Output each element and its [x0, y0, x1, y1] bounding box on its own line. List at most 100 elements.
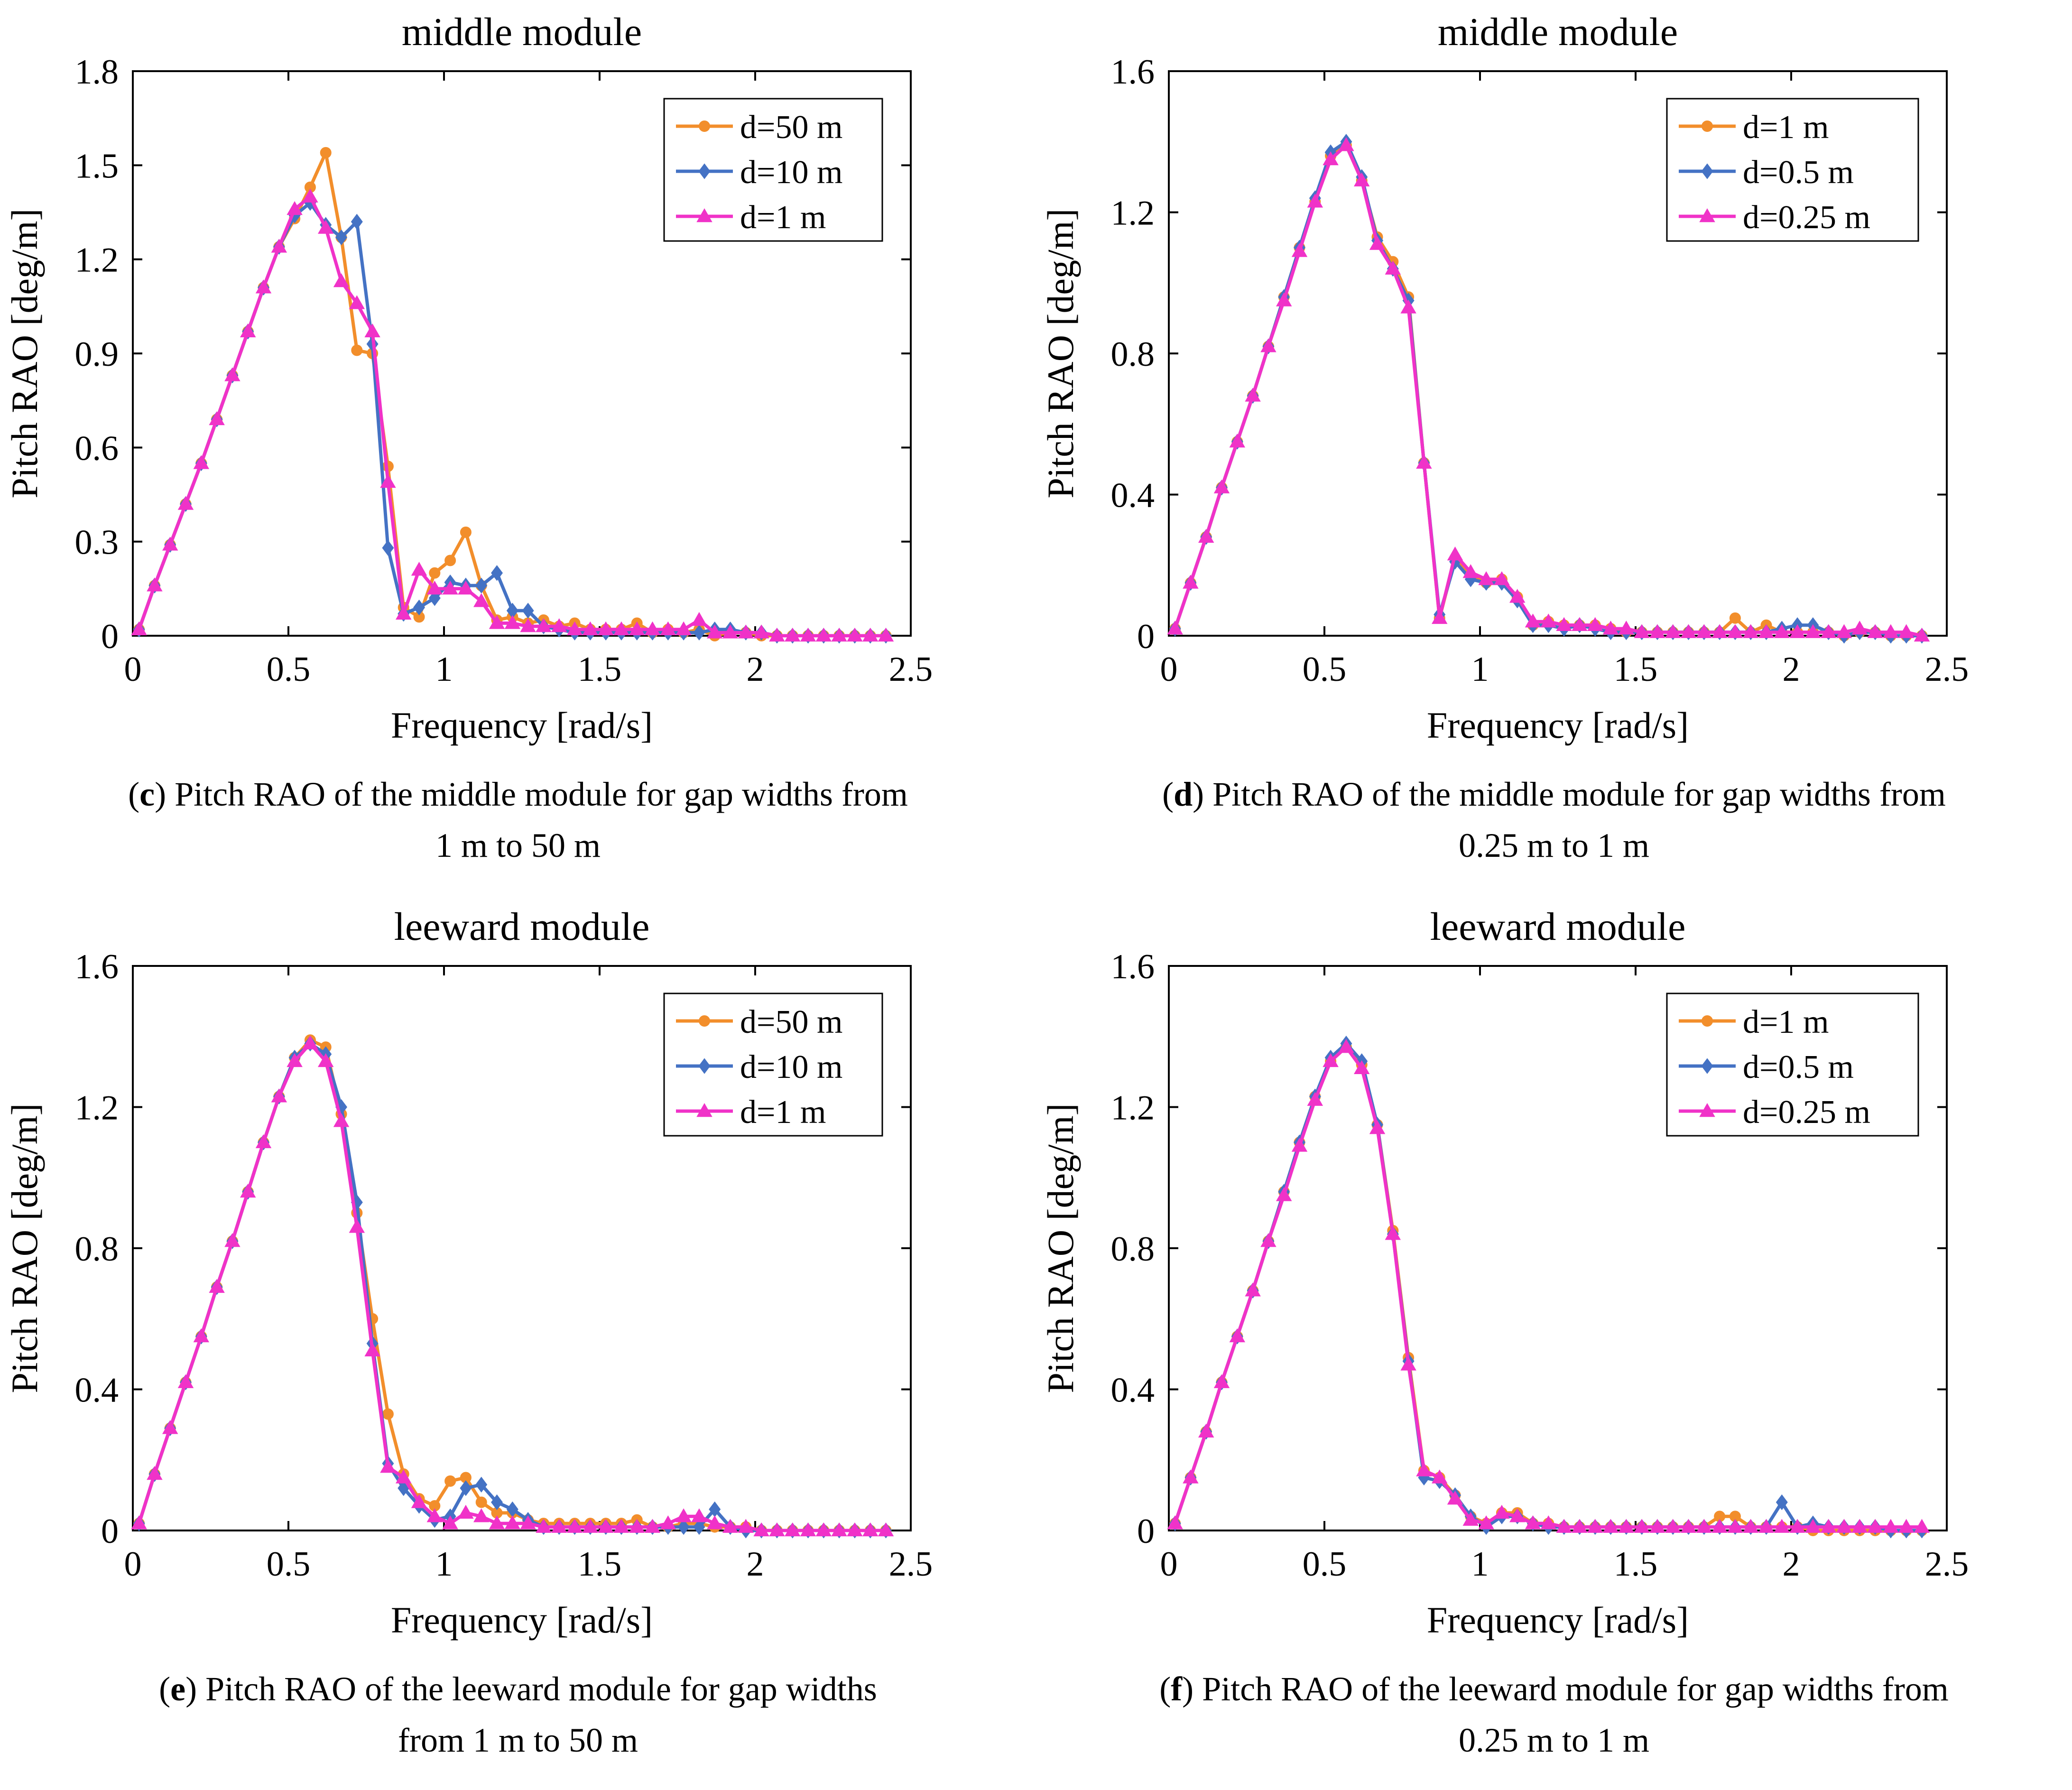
legend-item-d-0-25-m: d=0.25 m: [1679, 199, 1870, 236]
data-point-triangle: [1400, 299, 1416, 314]
data-point-circle: [444, 555, 456, 566]
chart-leeward-module-e: leeward module 0 0.5 1 1.5 2 2.5 0 0.4 0.8 1.2 1.6 F…: [4, 905, 933, 1641]
data-point-circle: [320, 147, 332, 158]
y-tick-label: 0: [1137, 1512, 1155, 1551]
data-point-triangle: [489, 615, 505, 629]
legend: d=1 m d=0.5 m d=0.25 m: [1666, 98, 1919, 242]
data-point-triangle: [1602, 621, 1619, 635]
data-point-triangle: [1820, 1519, 1837, 1533]
data-point-triangle: [536, 618, 552, 632]
y-tick-label: 0.6: [75, 429, 119, 468]
data-point-triangle: [1245, 388, 1261, 402]
data-point-triangle: [1758, 1519, 1775, 1533]
data-point-triangle: [1820, 624, 1837, 638]
data-point-triangle: [1478, 571, 1494, 585]
data-point-triangle: [240, 323, 256, 337]
data-point-diamond: [1701, 1058, 1713, 1074]
data-point-triangle: [1213, 479, 1230, 493]
series-d-1-m: [131, 188, 894, 642]
data-point-triangle: [847, 1522, 863, 1537]
data-point-triangle: [1618, 1519, 1635, 1533]
data-point-triangle: [831, 1522, 847, 1537]
series-line: [137, 195, 886, 638]
data-point-triangle: [1898, 1519, 1915, 1533]
data-point-triangle: [1711, 624, 1728, 638]
data-point-triangle: [1774, 1519, 1790, 1533]
data-point-triangle: [1634, 624, 1650, 638]
caption-line2: 0.25 m to 1 m: [1458, 826, 1649, 864]
x-tick-label: 2: [747, 1545, 764, 1584]
data-point-triangle: [1805, 624, 1821, 638]
data-point-triangle: [317, 1053, 334, 1067]
y-tick-label: 0.9: [75, 335, 119, 374]
data-point-triangle: [1649, 1519, 1665, 1533]
data-point-triangle: [1618, 621, 1635, 635]
data-point-triangle: [1260, 1233, 1276, 1247]
chart-leeward-module-f: leeward module 0 0.5 1 1.5 2 2.5 0 0.4 0.8 1.2 1.6 F…: [1040, 905, 1969, 1641]
data-point-triangle: [1291, 243, 1308, 257]
data-point-triangle: [582, 1519, 599, 1533]
caption-text: Pitch RAO of the middle module for gap w…: [1204, 775, 1946, 813]
data-point-triangle: [224, 1233, 240, 1247]
x-tick-label: 2: [747, 650, 764, 689]
legend: d=50 m d=10 m d=1 m: [663, 992, 883, 1137]
data-point-triangle: [1494, 1504, 1510, 1519]
data-point-triangle: [1167, 621, 1183, 635]
data-point-triangle: [1883, 624, 1899, 638]
data-point-circle: [444, 1475, 456, 1487]
data-point-triangle: [1385, 260, 1401, 275]
data-point-triangle: [831, 627, 847, 642]
data-point-triangle: [1789, 624, 1805, 638]
data-point-triangle: [862, 627, 879, 642]
data-point-triangle: [224, 367, 240, 381]
legend-item-d-1-m: d=1 m: [1679, 109, 1829, 146]
legend-label: d=50 m: [740, 109, 842, 146]
data-point-triangle: [1447, 1491, 1463, 1505]
data-point-triangle: [1727, 1519, 1743, 1533]
data-point-triangle: [1665, 1519, 1681, 1533]
data-point-triangle: [1509, 589, 1526, 603]
data-point-triangle: [1742, 624, 1759, 638]
x-axis-label: Frequency [rad/s]: [391, 705, 653, 746]
data-point-triangle: [1572, 1519, 1588, 1533]
data-point-triangle: [473, 1508, 490, 1522]
data-point-triangle: [1836, 1519, 1852, 1533]
data-point-triangle: [1416, 1462, 1432, 1476]
y-tick-label: 1.2: [1111, 1089, 1155, 1128]
data-point-triangle: [706, 624, 723, 639]
data-point-circle: [699, 121, 710, 132]
data-point-triangle: [1649, 624, 1665, 638]
legend-label: d=1 m: [740, 199, 826, 236]
x-tick-label: 1.5: [1614, 650, 1658, 689]
x-tick-label: 1.5: [578, 650, 622, 689]
data-point-triangle: [147, 577, 163, 592]
data-point-triangle: [1276, 1187, 1292, 1201]
y-tick-label: 1.5: [75, 147, 119, 185]
caption-line2: 0.25 m to 1 m: [1458, 1721, 1649, 1759]
data-point-triangle: [147, 1465, 163, 1480]
data-point-triangle: [1572, 617, 1588, 631]
data-point-triangle: [1680, 1519, 1697, 1533]
data-point-triangle: [1183, 575, 1199, 589]
y-tick-label: 1.8: [75, 53, 119, 92]
y-tick-label: 1.6: [75, 947, 119, 986]
data-point-circle: [460, 526, 472, 538]
data-point-triangle: [411, 1494, 427, 1508]
data-point-triangle: [1245, 1282, 1261, 1297]
data-point-triangle: [458, 1504, 474, 1519]
data-point-triangle: [177, 1374, 194, 1388]
data-point-triangle: [1587, 1519, 1603, 1533]
data-point-triangle: [582, 621, 599, 636]
data-point-diamond: [677, 1519, 690, 1535]
data-point-diamond: [491, 565, 503, 581]
legend-item-d-50-m: d=50 m: [676, 1004, 842, 1040]
data-point-diamond: [382, 540, 394, 556]
data-point-triangle: [1213, 1374, 1230, 1388]
data-point-triangle: [660, 621, 676, 636]
x-tick-label: 0: [1160, 1545, 1178, 1584]
data-point-triangle: [1167, 1515, 1183, 1530]
y-tick-label: 0.4: [75, 1371, 119, 1410]
data-point-triangle: [1898, 624, 1915, 638]
data-point-triangle: [878, 1522, 894, 1537]
y-axis-label: Pitch RAO [deg/m]: [4, 1104, 45, 1393]
